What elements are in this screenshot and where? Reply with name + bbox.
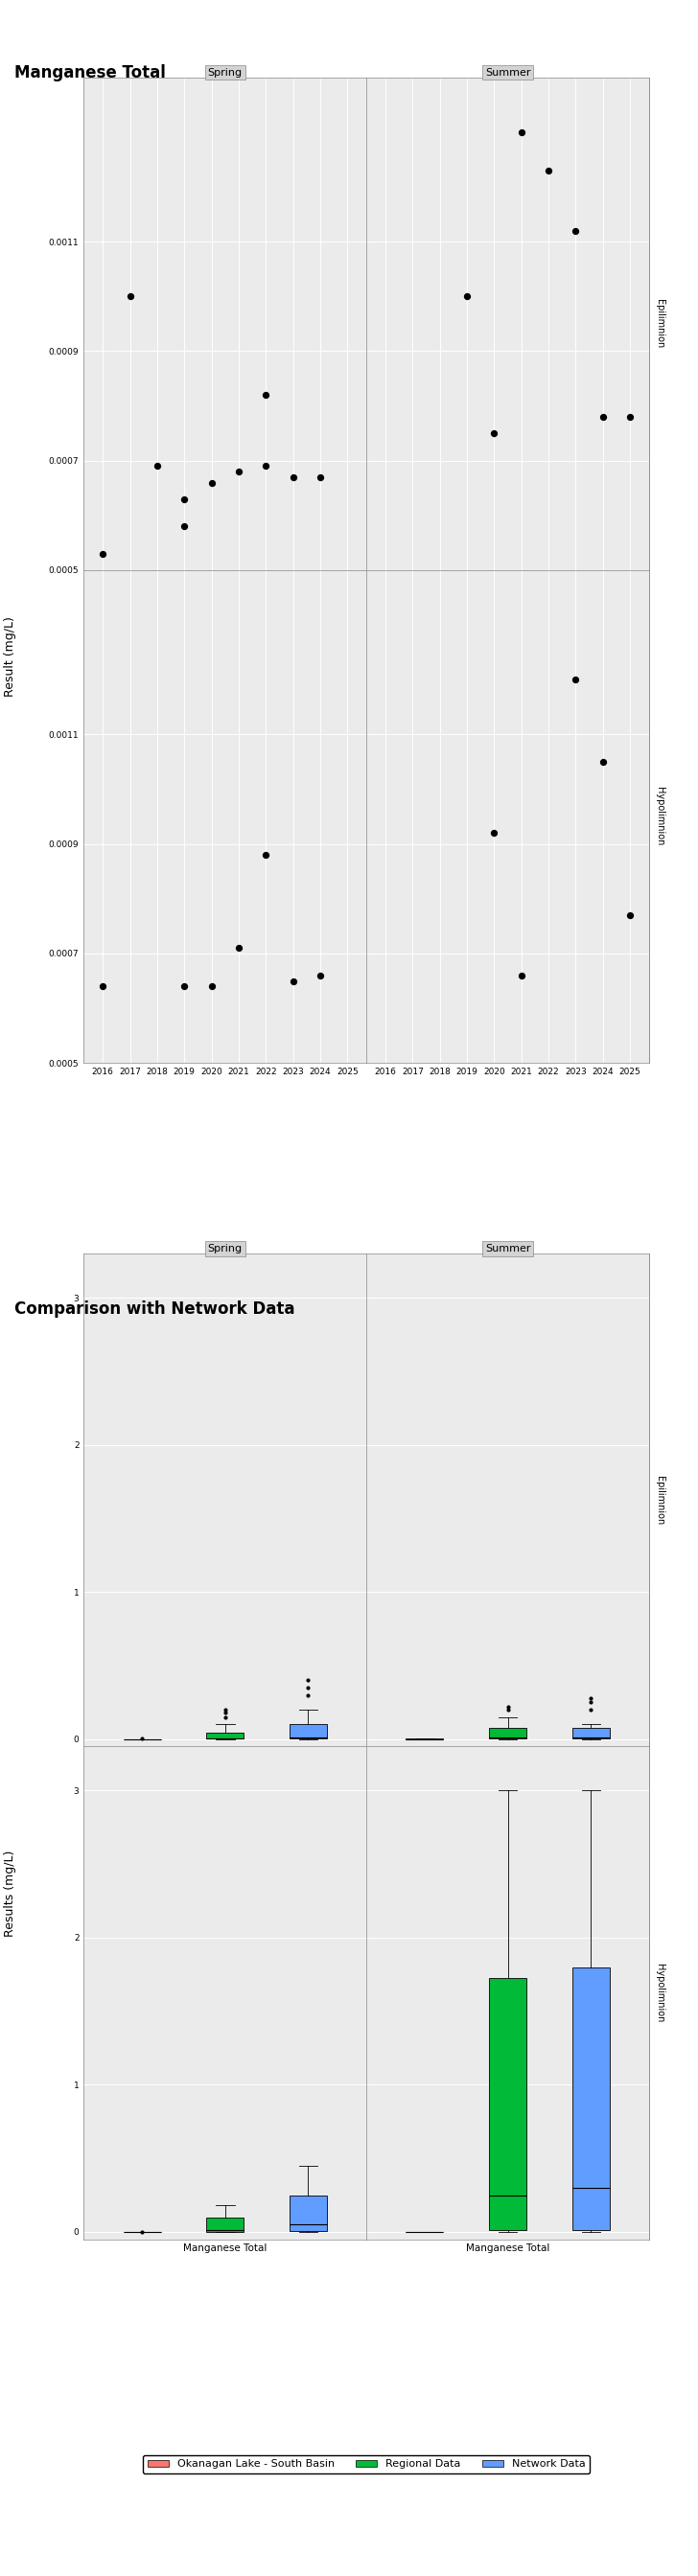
Point <box>97 966 108 1007</box>
Text: Result (mg/L): Result (mg/L) <box>4 616 17 698</box>
Point <box>461 276 473 317</box>
Point <box>315 456 326 497</box>
Point <box>151 446 163 487</box>
Point <box>597 397 609 438</box>
Point <box>543 149 554 191</box>
Y-axis label: Epilimnion: Epilimnion <box>655 1476 664 1525</box>
Title: Summer: Summer <box>485 1244 530 1255</box>
Point <box>260 446 272 487</box>
Point <box>315 956 326 997</box>
Text: Comparison with Network Data: Comparison with Network Data <box>14 1301 295 1319</box>
Y-axis label: Epilimnion: Epilimnion <box>655 299 664 348</box>
PathPatch shape <box>572 1728 609 1739</box>
PathPatch shape <box>489 1978 526 2231</box>
Point <box>597 742 609 783</box>
Point <box>179 479 190 520</box>
Point <box>288 456 299 497</box>
Y-axis label: Hypolimnion: Hypolimnion <box>655 788 664 845</box>
Point <box>179 505 190 546</box>
Point <box>543 1054 554 1095</box>
Point <box>625 397 636 438</box>
Text: Manganese Total: Manganese Total <box>14 64 165 82</box>
Point <box>570 211 581 252</box>
Point <box>124 276 135 317</box>
Point <box>233 451 244 492</box>
Point <box>570 659 581 701</box>
Point <box>206 461 217 502</box>
Point <box>489 412 500 453</box>
PathPatch shape <box>207 2218 244 2231</box>
Title: Spring: Spring <box>208 1244 242 1255</box>
Title: Spring: Spring <box>208 67 242 77</box>
Point <box>516 111 527 152</box>
Legend: Okanagan Lake - South Basin, Regional Data, Network Data: Okanagan Lake - South Basin, Regional Da… <box>143 2455 590 2473</box>
Point <box>206 966 217 1007</box>
PathPatch shape <box>290 2195 327 2231</box>
Point <box>516 956 527 997</box>
Point <box>260 374 272 415</box>
Y-axis label: Hypolimnion: Hypolimnion <box>655 1963 664 2022</box>
PathPatch shape <box>290 1723 327 1739</box>
PathPatch shape <box>489 1728 526 1739</box>
Text: Results (mg/L): Results (mg/L) <box>4 1850 17 1937</box>
PathPatch shape <box>207 1734 244 1739</box>
Point <box>97 533 108 574</box>
Point <box>625 894 636 935</box>
Point <box>179 966 190 1007</box>
PathPatch shape <box>572 1968 609 2231</box>
Point <box>288 961 299 1002</box>
Title: Summer: Summer <box>485 67 530 77</box>
Point <box>260 835 272 876</box>
Point <box>489 811 500 853</box>
Point <box>233 927 244 969</box>
